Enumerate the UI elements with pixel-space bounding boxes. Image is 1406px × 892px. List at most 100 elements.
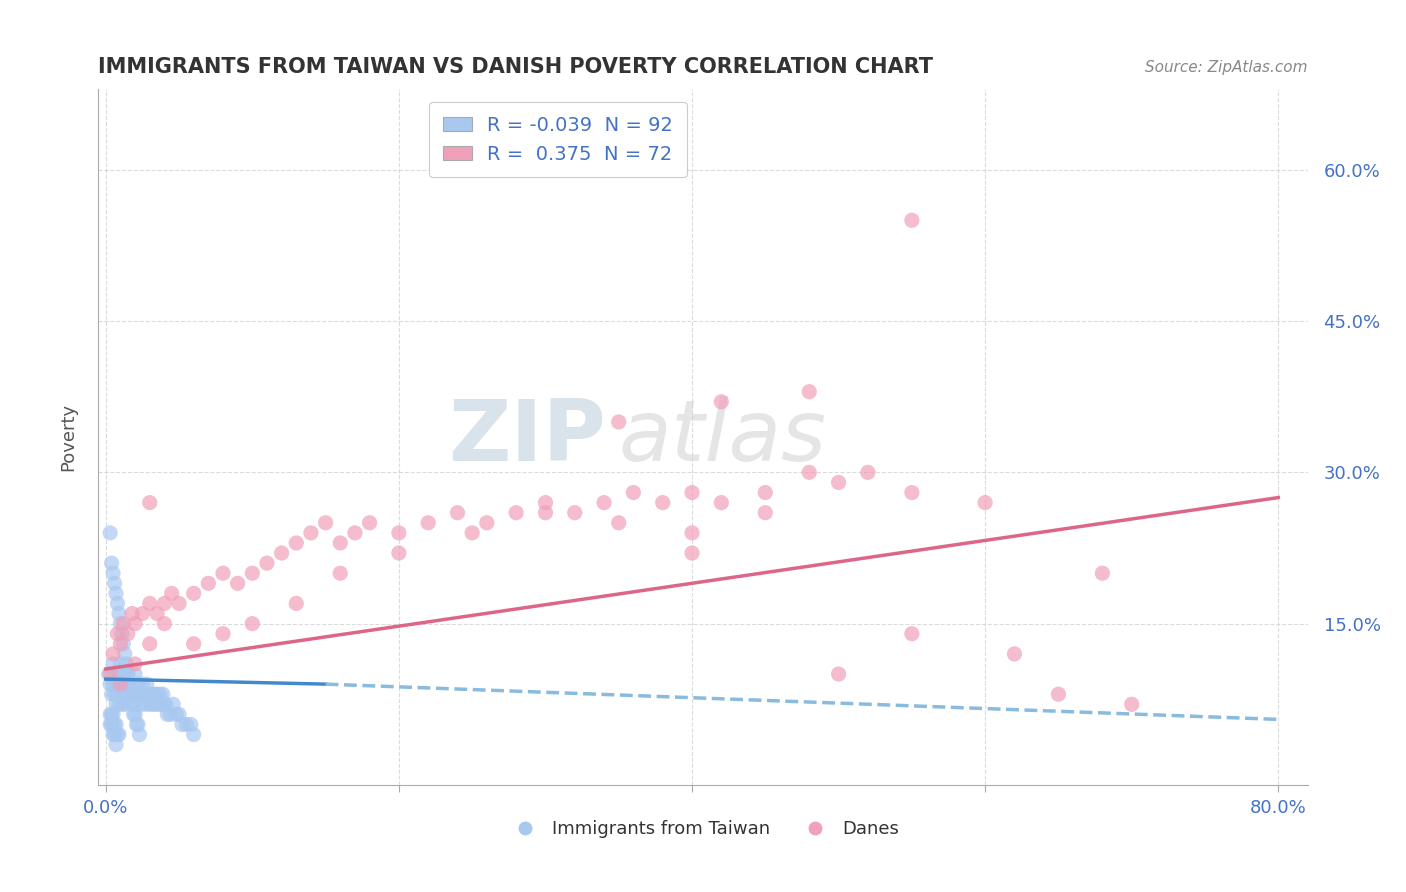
Point <box>111 687 134 701</box>
Point <box>121 698 143 712</box>
Point <box>98 525 121 540</box>
Point <box>112 687 135 701</box>
Point <box>115 687 138 701</box>
Point <box>167 597 190 611</box>
Point <box>153 597 176 611</box>
Point <box>607 516 630 530</box>
Point <box>170 717 193 731</box>
Point <box>105 586 128 600</box>
Point <box>117 667 139 681</box>
Point <box>183 727 205 741</box>
Point <box>138 698 160 712</box>
Point <box>142 698 165 712</box>
Point <box>681 485 703 500</box>
Point <box>165 707 187 722</box>
Point <box>121 677 143 691</box>
Point <box>128 727 150 741</box>
Point <box>124 667 146 681</box>
Point <box>1004 647 1026 661</box>
Point <box>138 637 160 651</box>
Point <box>124 657 146 671</box>
Point <box>138 495 160 509</box>
Point <box>240 616 263 631</box>
Text: IMMIGRANTS FROM TAIWAN VS DANISH POVERTY CORRELATION CHART: IMMIGRANTS FROM TAIWAN VS DANISH POVERTY… <box>98 56 934 77</box>
Point <box>120 687 142 701</box>
Point <box>107 687 129 701</box>
Point <box>827 475 849 490</box>
Point <box>127 677 149 691</box>
Point <box>799 384 821 399</box>
Point <box>103 717 125 731</box>
Point <box>197 576 219 591</box>
Point <box>329 566 352 581</box>
Point <box>593 495 616 509</box>
Point <box>150 698 173 712</box>
Point <box>534 495 557 509</box>
Point <box>285 536 308 550</box>
Point <box>120 687 142 701</box>
Point <box>388 525 411 540</box>
Point <box>146 607 169 621</box>
Point <box>754 485 776 500</box>
Point <box>475 516 498 530</box>
Point <box>114 698 136 712</box>
Point <box>105 677 128 691</box>
Point <box>183 637 205 651</box>
Point <box>270 546 292 560</box>
Point <box>1047 687 1070 701</box>
Point <box>118 677 141 691</box>
Point <box>226 576 249 591</box>
Point <box>621 485 644 500</box>
Point <box>115 657 138 671</box>
Point <box>101 677 124 691</box>
Point <box>146 687 169 701</box>
Point <box>103 727 125 741</box>
Point <box>112 616 135 631</box>
Point <box>124 707 146 722</box>
Point <box>135 677 157 691</box>
Point <box>681 546 703 560</box>
Point <box>129 698 152 712</box>
Point <box>315 516 337 530</box>
Point <box>100 717 122 731</box>
Point <box>152 687 174 701</box>
Point <box>108 727 131 741</box>
Point <box>125 687 148 701</box>
Point <box>901 213 924 227</box>
Point <box>112 667 135 681</box>
Point <box>111 626 134 640</box>
Point <box>131 677 153 691</box>
Point <box>167 707 190 722</box>
Point <box>461 525 484 540</box>
Point <box>101 727 124 741</box>
Point <box>112 637 135 651</box>
Point <box>98 667 121 681</box>
Point <box>564 506 586 520</box>
Y-axis label: Poverty: Poverty <box>59 403 77 471</box>
Point <box>153 698 176 712</box>
Point <box>710 495 733 509</box>
Point <box>103 687 125 701</box>
Point <box>710 394 733 409</box>
Point <box>505 506 527 520</box>
Point <box>974 495 997 509</box>
Point <box>1121 698 1143 712</box>
Point <box>110 616 132 631</box>
Point <box>100 556 122 570</box>
Text: atlas: atlas <box>619 395 827 479</box>
Point <box>145 698 167 712</box>
Point <box>100 687 122 701</box>
Point <box>111 698 134 712</box>
Point <box>131 607 153 621</box>
Point <box>343 525 366 540</box>
Point <box>607 415 630 429</box>
Point <box>136 687 159 701</box>
Point <box>856 466 879 480</box>
Point <box>101 647 124 661</box>
Point <box>156 707 179 722</box>
Point <box>176 717 198 731</box>
Point <box>132 687 155 701</box>
Point <box>388 546 411 560</box>
Point <box>149 687 172 701</box>
Point <box>681 525 703 540</box>
